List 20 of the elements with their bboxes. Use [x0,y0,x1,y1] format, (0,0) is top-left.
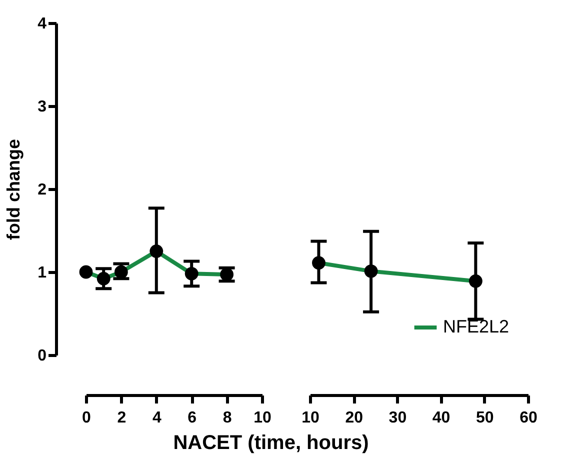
x-tick-label: 60 [520,410,538,426]
x-tick-label: 10 [254,410,272,426]
x-tick-label: 8 [222,410,232,426]
legend-label: NFE2L2 [443,316,510,336]
y-tick-label: 4 [38,16,47,32]
x-tick-label: 10 [302,410,320,426]
x-tick-label: 30 [388,410,407,426]
y-tick-label: 3 [38,98,47,116]
x-tick-label: 50 [476,410,494,426]
x-tick-label: 2 [117,410,126,426]
x-tick-label: 20 [345,410,364,426]
y-tick-label: 0 [38,348,47,364]
y-tick-label: 2 [38,182,47,198]
y-axis-title: fold change [4,138,24,240]
x-axis-title: NACET (time, hours) [173,432,369,454]
x-tick-label: 6 [188,410,197,426]
x-tick-label: 40 [432,410,450,426]
x-tick-label: 4 [152,410,162,426]
y-tick-label: 1 [38,264,47,282]
x-tick-label: 0 [82,410,92,426]
